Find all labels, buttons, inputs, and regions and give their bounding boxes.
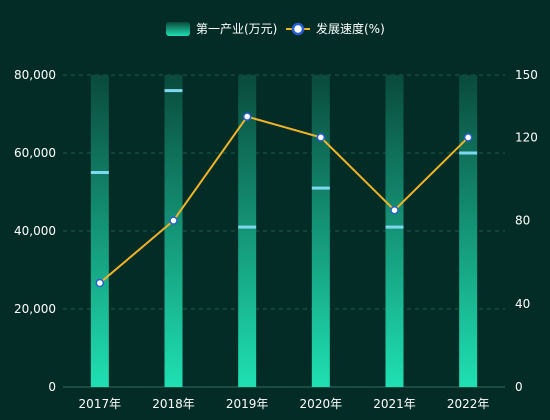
bar[interactable] [90, 75, 109, 387]
left-axis-ticks: 0 20,000 40,000 60,000 80,000 [14, 68, 56, 394]
line-point[interactable] [242, 112, 252, 121]
bar-value-marker [164, 89, 183, 93]
bar-value-marker [238, 225, 257, 229]
x-tick-label: 2017年 [79, 397, 122, 411]
left-tick-label: 80,000 [14, 68, 56, 82]
bar[interactable] [238, 75, 257, 387]
right-tick-label: 0 [515, 380, 523, 394]
points-layer [95, 112, 473, 288]
left-tick-label: 40,000 [14, 224, 56, 238]
right-tick-label: 40 [515, 297, 530, 311]
right-tick-label: 120 [515, 130, 538, 144]
legend-bar-label: 第一产业(万元) [196, 22, 277, 36]
line-point[interactable] [95, 278, 105, 288]
x-tick-label: 2020年 [300, 397, 343, 411]
x-tick-label: 2019年 [226, 397, 269, 411]
x-tick-label: 2022年 [447, 397, 490, 411]
left-tick-label: 20,000 [14, 302, 56, 316]
bar-value-marker [311, 186, 330, 190]
legend-bar-swatch [166, 22, 190, 36]
legend[interactable]: 第一产业(万元) 发展速度(%) [166, 21, 385, 36]
grid-layer [63, 74, 505, 388]
left-tick-label: 60,000 [14, 146, 56, 160]
right-tick-label: 80 [515, 214, 530, 228]
x-axis-ticks: 2017年 2018年 2019年 2020年 2021年 2022年 [79, 397, 490, 411]
legend-line-marker [291, 22, 305, 36]
bars-layer [90, 75, 478, 387]
line-point[interactable] [463, 133, 473, 142]
line-point[interactable] [169, 216, 178, 225]
right-axis-ticks: 0 40 80 120 150 [515, 68, 538, 394]
line-point[interactable] [390, 205, 399, 215]
bar-value-marker [459, 151, 478, 155]
left-tick-label: 0 [48, 380, 56, 394]
bar[interactable] [459, 75, 478, 387]
line-point[interactable] [316, 133, 326, 142]
bar-value-marker [385, 225, 404, 229]
x-tick-label: 2021年 [373, 397, 416, 411]
line-series [99, 115, 469, 284]
line-layer [99, 115, 469, 284]
x-tick-label: 2018年 [152, 397, 195, 411]
bar[interactable] [164, 75, 183, 387]
bar[interactable] [385, 75, 404, 387]
legend-line-label: 发展速度(%) [316, 21, 385, 36]
bar[interactable] [311, 75, 330, 387]
bar-value-marker [90, 171, 109, 174]
right-tick-label: 150 [515, 68, 538, 82]
